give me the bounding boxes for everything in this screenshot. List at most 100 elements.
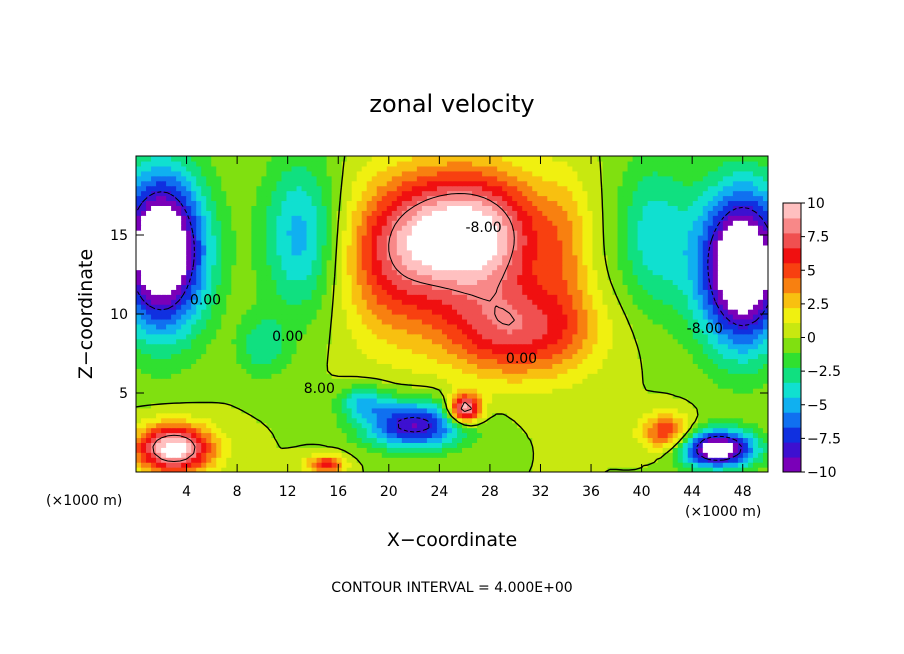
field-cell <box>321 323 328 330</box>
field-cell <box>346 378 353 384</box>
field-cell <box>311 323 318 330</box>
field-cell <box>507 407 513 414</box>
field-cell <box>396 348 403 355</box>
field-cell <box>537 323 543 330</box>
field-cell <box>301 348 308 355</box>
field-cell <box>371 314 378 320</box>
field-cell <box>146 422 152 429</box>
field-cell <box>512 304 518 310</box>
field-cell <box>672 447 679 453</box>
field-cell <box>692 328 699 335</box>
field-cell <box>276 457 283 463</box>
field-cell <box>296 417 303 424</box>
field-cell <box>567 333 573 340</box>
field-cell <box>246 348 252 355</box>
field-cell <box>662 279 669 285</box>
field-cell <box>416 447 423 453</box>
field-cell <box>441 358 448 364</box>
field-cell <box>677 393 684 399</box>
field-cell <box>361 462 368 468</box>
field-cell <box>462 333 468 340</box>
field-cell <box>341 294 348 300</box>
field-cell <box>702 333 709 340</box>
field-cell <box>276 407 283 414</box>
field-cell <box>186 378 192 384</box>
field-cell <box>186 397 192 404</box>
field-cell <box>587 348 594 355</box>
field-cell <box>231 323 237 330</box>
field-cell <box>431 432 438 439</box>
field-cell <box>301 294 308 300</box>
field-cell <box>181 338 187 345</box>
field-cell <box>702 397 709 404</box>
field-cell <box>316 378 323 384</box>
field-cell <box>291 467 298 472</box>
field-cell <box>166 442 172 448</box>
field-cell <box>161 393 167 399</box>
field-cell <box>457 348 463 355</box>
field-cell <box>667 289 674 295</box>
field-cell <box>597 383 604 389</box>
field-cell <box>617 388 624 394</box>
field-cell <box>176 294 182 300</box>
field-cell <box>421 309 428 315</box>
field-cell <box>181 318 187 325</box>
field-cell <box>672 353 679 360</box>
field-cell <box>682 462 689 468</box>
field-cell <box>361 323 368 330</box>
field-cell <box>421 412 428 419</box>
field-cell <box>161 343 167 350</box>
field-cell <box>156 447 162 453</box>
field-cell <box>236 348 242 355</box>
field-cell <box>527 457 533 463</box>
field-cell <box>421 304 428 310</box>
field-cell <box>291 309 298 315</box>
field-cell <box>201 467 207 472</box>
field-cell <box>562 284 568 290</box>
field-cell <box>226 437 232 443</box>
field-cell <box>371 452 378 458</box>
field-cell <box>276 427 283 434</box>
field-cell <box>752 432 759 439</box>
field-cell <box>507 328 513 335</box>
field-cell <box>557 412 563 419</box>
field-cell <box>391 343 398 350</box>
field-cell <box>166 304 172 310</box>
field-cell <box>552 462 558 468</box>
field-cell <box>532 412 538 419</box>
field-cell <box>386 279 393 285</box>
field-cell <box>176 412 182 419</box>
field-cell <box>467 289 473 295</box>
field-cell <box>241 407 247 414</box>
field-cell <box>457 358 463 364</box>
field-cell <box>647 314 654 320</box>
field-cell <box>161 452 167 458</box>
field-cell <box>647 304 654 310</box>
field-cell <box>472 284 478 290</box>
field-cell <box>477 358 483 364</box>
field-cell <box>221 373 227 379</box>
field-cell <box>181 402 187 409</box>
field-cell <box>507 388 513 394</box>
field-cell <box>567 452 573 458</box>
field-cell <box>391 368 398 374</box>
field-cell <box>236 353 242 360</box>
field-cell <box>492 323 498 330</box>
field-cell <box>146 358 152 364</box>
field-cell <box>482 412 488 419</box>
field-cell <box>532 348 538 355</box>
field-cell <box>527 343 533 350</box>
field-cell <box>301 353 308 360</box>
field-cell <box>336 467 343 472</box>
field-cell <box>607 422 614 429</box>
field-cell <box>757 452 764 458</box>
field-cell <box>752 442 759 448</box>
field-cell <box>607 323 614 330</box>
field-cell <box>692 397 699 404</box>
field-cell <box>301 457 308 463</box>
field-cell <box>216 343 222 350</box>
field-cell <box>667 333 674 340</box>
field-cell <box>562 417 568 424</box>
field-cell <box>562 299 568 305</box>
field-cell <box>647 422 654 429</box>
